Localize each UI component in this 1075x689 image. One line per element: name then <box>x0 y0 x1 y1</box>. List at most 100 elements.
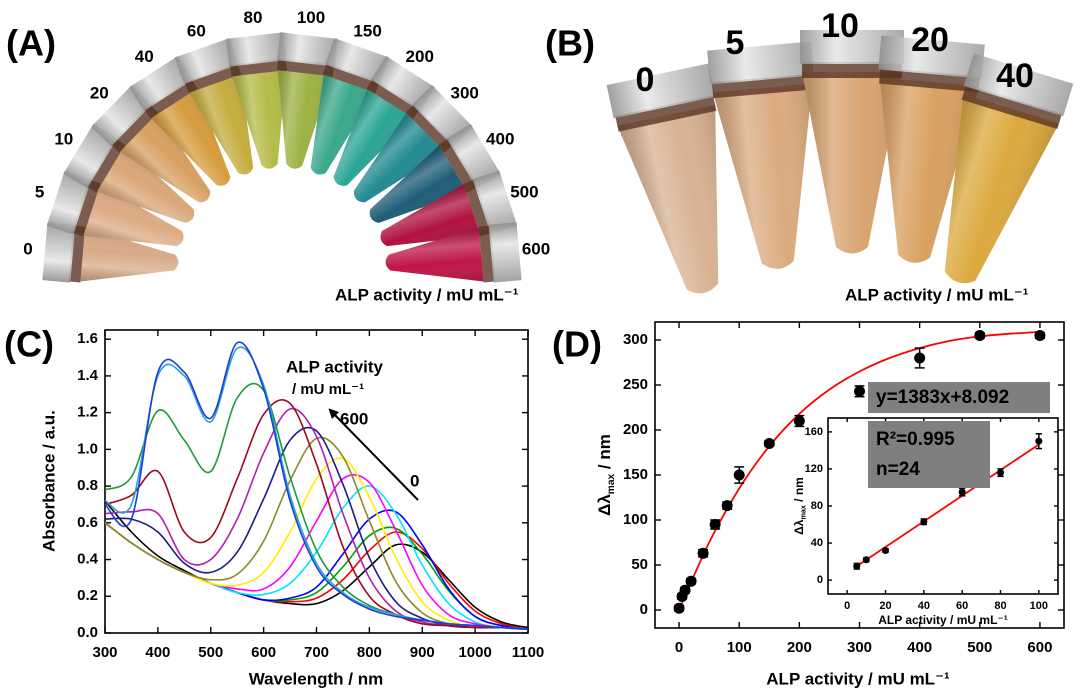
data-point <box>673 602 685 614</box>
panel-label: (D) <box>552 324 602 365</box>
tube <box>174 38 254 175</box>
tube <box>606 63 719 294</box>
x-tick-label: 0 <box>844 600 850 612</box>
data-point <box>685 575 697 587</box>
spectrum-line <box>105 522 528 631</box>
tube-cap <box>42 222 76 283</box>
tube-meniscus <box>71 179 101 237</box>
tube <box>878 35 985 263</box>
tube-meniscus <box>110 104 159 153</box>
tube-cap <box>91 85 152 147</box>
y-tick-label: 160 <box>805 426 823 438</box>
data-point <box>679 584 691 596</box>
annotations: ALP activity / mU mL⁻¹ 600 0 y=1383x+8.092 R²… <box>286 357 1050 501</box>
tube-cap <box>226 32 287 67</box>
y-tick-label: 0.4 <box>77 551 99 568</box>
data-point <box>958 488 966 496</box>
data-point <box>1034 330 1046 341</box>
tube-cap <box>606 63 716 119</box>
tube-label: 100 <box>297 8 325 27</box>
plot-area <box>105 341 528 631</box>
y-tick-label: 100 <box>623 511 648 528</box>
tube-label: 0 <box>23 239 32 258</box>
y-tick-label: 1.6 <box>77 330 98 347</box>
data-point <box>709 519 721 530</box>
tube-shine <box>96 145 195 223</box>
tube-label: 5 <box>35 182 44 201</box>
tube-meniscus <box>615 95 717 132</box>
y-axis-label-unit: / nm <box>792 477 806 505</box>
y-tick-label: 0 <box>640 601 648 618</box>
x-tick-label: 500 <box>198 644 223 661</box>
tube-label: 10 <box>54 130 73 149</box>
spectrum-line <box>105 522 528 631</box>
data-point <box>920 518 928 526</box>
x-tick-label: 700 <box>304 644 329 661</box>
annotation-title: ALP activity <box>286 357 384 376</box>
tube-cap <box>46 170 92 235</box>
tube <box>91 85 211 203</box>
charts: (C)300 400 500 600 700 800 900 1000 11000.00.20.… <box>4 321 1065 689</box>
tube <box>380 170 518 247</box>
tube-shine <box>83 184 184 247</box>
annotation-low: 0 <box>410 471 419 490</box>
tube-cap <box>707 41 814 85</box>
tube-label: 400 <box>486 130 514 149</box>
photo-caption: ALP activity / mU mL⁻¹ <box>845 285 1029 304</box>
data-point <box>721 500 733 512</box>
tube-cap <box>129 56 193 111</box>
y-tick-label: 0.2 <box>77 587 98 604</box>
data-point <box>914 352 926 364</box>
x-tick-label: 100 <box>1030 600 1048 612</box>
tube-cap <box>277 32 338 67</box>
tube <box>385 222 522 283</box>
x-tick-label: 60 <box>956 600 968 612</box>
x-tick-label: 600 <box>251 644 276 661</box>
chart: (C) 300 400 500 600 700 800 900 1000 1100 0.0 0.2 0.… <box>4 324 544 689</box>
tube-label: 40 <box>135 47 154 66</box>
tube-cap <box>963 53 1074 117</box>
tube-label: 60 <box>187 21 206 40</box>
tube-cap <box>174 38 239 84</box>
tube-cap <box>878 35 985 79</box>
y-tick-label: 200 <box>623 421 648 438</box>
tube-label: 5 <box>726 24 745 62</box>
photo-a: (A) 0 5 10 20 40 60 80 100 150 200 300 400 500 600 ALP … <box>6 8 550 304</box>
tube <box>46 170 184 247</box>
data-point <box>997 469 1004 477</box>
plot-frame <box>827 417 1059 595</box>
y-axis-label-symbol: Δλ <box>792 519 806 535</box>
spectrum-line <box>105 399 528 631</box>
y-tick-label: 80 <box>811 500 823 512</box>
tube <box>276 32 338 169</box>
y-tick-label: 300 <box>623 331 648 348</box>
data-point <box>862 556 870 564</box>
y-tick-label: 150 <box>623 466 648 483</box>
tube-label: 200 <box>406 47 434 66</box>
x-tick-label: 1100 <box>512 644 545 661</box>
x-tick-label: 400 <box>907 639 932 656</box>
tube-shine <box>369 145 468 223</box>
data-point <box>697 547 709 559</box>
tube-shine <box>802 72 902 254</box>
y-axis-label-unit: / nm <box>595 434 614 474</box>
y-tick-label: 1.0 <box>77 440 98 457</box>
tube-meniscus <box>184 62 242 94</box>
tube <box>42 222 179 283</box>
tube-cap <box>472 170 518 235</box>
tube-meniscus <box>405 104 454 153</box>
tube-meniscus <box>322 62 380 94</box>
tube-shine <box>277 70 332 169</box>
tube-label: 40 <box>996 57 1034 95</box>
tube <box>310 38 390 175</box>
tube-meniscus <box>366 78 421 119</box>
tube-shine <box>353 113 445 203</box>
y-tick-label: 40 <box>811 537 823 549</box>
tube-shine <box>333 89 413 186</box>
photo-caption: ALP activity / mU mL⁻¹ <box>335 285 519 304</box>
tube-cap <box>446 124 501 189</box>
tube-shine <box>617 104 719 294</box>
panel-label: (B) <box>545 23 595 64</box>
y-tick-label: 0.0 <box>77 624 98 641</box>
